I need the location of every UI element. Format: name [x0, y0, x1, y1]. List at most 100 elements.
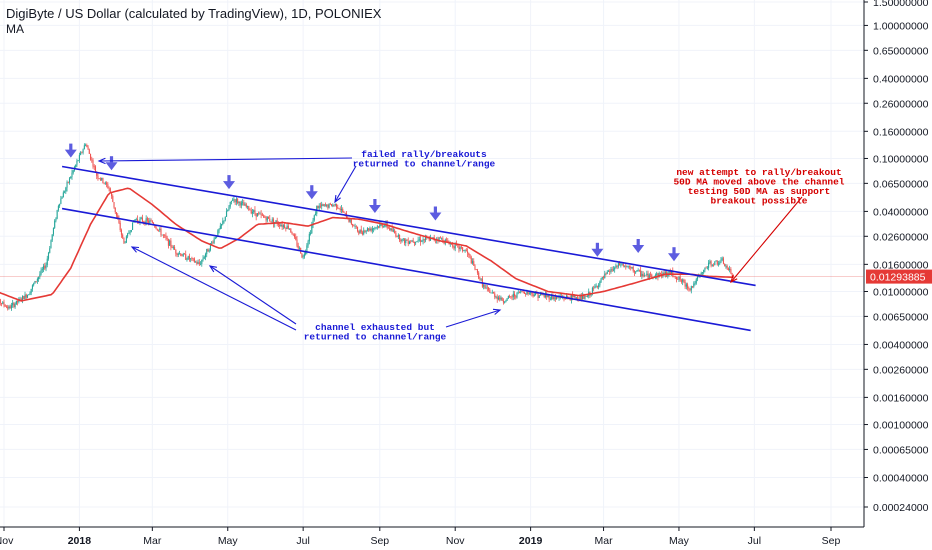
- candle-body: [281, 224, 283, 227]
- candle-body: [533, 294, 535, 297]
- candle-body: [530, 292, 532, 294]
- candle-body: [208, 250, 210, 252]
- candle-body: [460, 247, 462, 248]
- candle-body: [354, 226, 356, 227]
- y-tick-label: 0.65000000: [873, 45, 929, 57]
- candle-body: [256, 213, 258, 217]
- y-tick-label: 0.01000000: [873, 287, 929, 299]
- candle-body: [192, 258, 194, 260]
- x-tick-label: Jul: [296, 535, 309, 547]
- candle-body: [230, 200, 233, 202]
- candle-body: [19, 298, 21, 300]
- x-tick-label: Nov: [446, 535, 465, 547]
- candle-body: [577, 297, 579, 300]
- candle-body: [5, 306, 8, 308]
- candle-body: [492, 292, 495, 294]
- candle-body: [484, 284, 486, 289]
- price-axis[interactable]: 1.50000000 1.00000000 0.65000000 0.40000000…: [864, 0, 929, 514]
- annotation-line: testing 50D MA as support: [688, 186, 831, 197]
- candle-body: [390, 228, 392, 230]
- candle-body: [132, 222, 134, 230]
- candle-body: [678, 276, 680, 280]
- candle-body: [45, 264, 47, 269]
- candle-body: [232, 199, 234, 201]
- y-tick-label: 0.00065000: [873, 444, 929, 456]
- candle-body: [170, 240, 172, 247]
- candle-body: [104, 182, 106, 184]
- candle-body: [206, 248, 208, 255]
- candle-body: [328, 203, 330, 208]
- candle-body: [60, 198, 62, 204]
- candle-body: [157, 229, 160, 231]
- candle-body: [403, 238, 406, 244]
- candle-body: [392, 230, 394, 232]
- candle-body: [286, 225, 288, 229]
- candle-body: [323, 204, 325, 206]
- candle-body: [664, 271, 666, 275]
- candle-body: [190, 258, 192, 260]
- candle-body: [197, 262, 199, 264]
- candle-body: [442, 238, 444, 242]
- arrow-markers[interactable]: [64, 143, 680, 262]
- candle-body: [656, 273, 658, 276]
- candle-body: [177, 253, 179, 255]
- candle-body: [579, 295, 581, 300]
- candle-body: [322, 204, 324, 206]
- candle-body: [525, 293, 527, 295]
- candle-body: [218, 229, 220, 231]
- candle-body: [631, 267, 633, 269]
- candle-body: [480, 278, 482, 280]
- candle-body: [421, 241, 423, 242]
- candle-body: [612, 269, 614, 271]
- candle-body: [506, 298, 508, 301]
- candle-body: [554, 297, 556, 300]
- candle-body: [186, 259, 188, 261]
- candle-body: [88, 149, 90, 154]
- candle-body: [601, 277, 603, 279]
- candle-body: [675, 277, 678, 280]
- candle-body: [689, 289, 691, 291]
- candle-body: [209, 243, 211, 251]
- candle-body: [572, 294, 574, 298]
- candle-body: [361, 232, 364, 235]
- candle-body: [271, 219, 273, 222]
- y-tick-label: 0.10000000: [873, 153, 929, 165]
- candle-body: [98, 178, 100, 179]
- candle-body: [619, 263, 621, 266]
- candle-body: [526, 291, 528, 295]
- candle-body: [134, 219, 136, 222]
- arrow-head: [223, 181, 235, 190]
- time-axis[interactable]: Nov 2018 Mar May Jul Sep Nov 2019 Mar May Jul Sep: [0, 527, 840, 547]
- candle-body: [272, 219, 275, 224]
- candle-body: [432, 237, 434, 238]
- candle-body: [687, 284, 689, 289]
- candle-body: [89, 153, 92, 160]
- arrow-shaft: [227, 175, 231, 183]
- candle-body: [646, 273, 648, 276]
- candle-body: [264, 216, 266, 218]
- candle-body: [594, 286, 596, 289]
- candle-body: [266, 216, 268, 221]
- candle-body: [411, 240, 413, 242]
- candle-body: [242, 202, 244, 203]
- channel-lines[interactable]: [61, 165, 756, 332]
- candle-body: [47, 252, 50, 259]
- candle-body: [584, 296, 586, 299]
- candle-body: [710, 261, 712, 266]
- arrow-shaft: [109, 156, 114, 164]
- candle-body: [146, 218, 148, 221]
- candle-body: [200, 263, 202, 265]
- current-price-value: 0.01293885: [870, 272, 926, 284]
- candle-body: [485, 287, 487, 289]
- candle-body: [136, 219, 139, 221]
- candle-body: [684, 281, 686, 287]
- candle-body: [352, 224, 354, 226]
- x-tick-label: Mar: [594, 535, 613, 547]
- candle-body: [586, 296, 589, 297]
- candle-body: [715, 260, 717, 262]
- candle-body: [610, 269, 612, 272]
- arrow-head: [64, 149, 77, 158]
- candle-body: [244, 204, 246, 206]
